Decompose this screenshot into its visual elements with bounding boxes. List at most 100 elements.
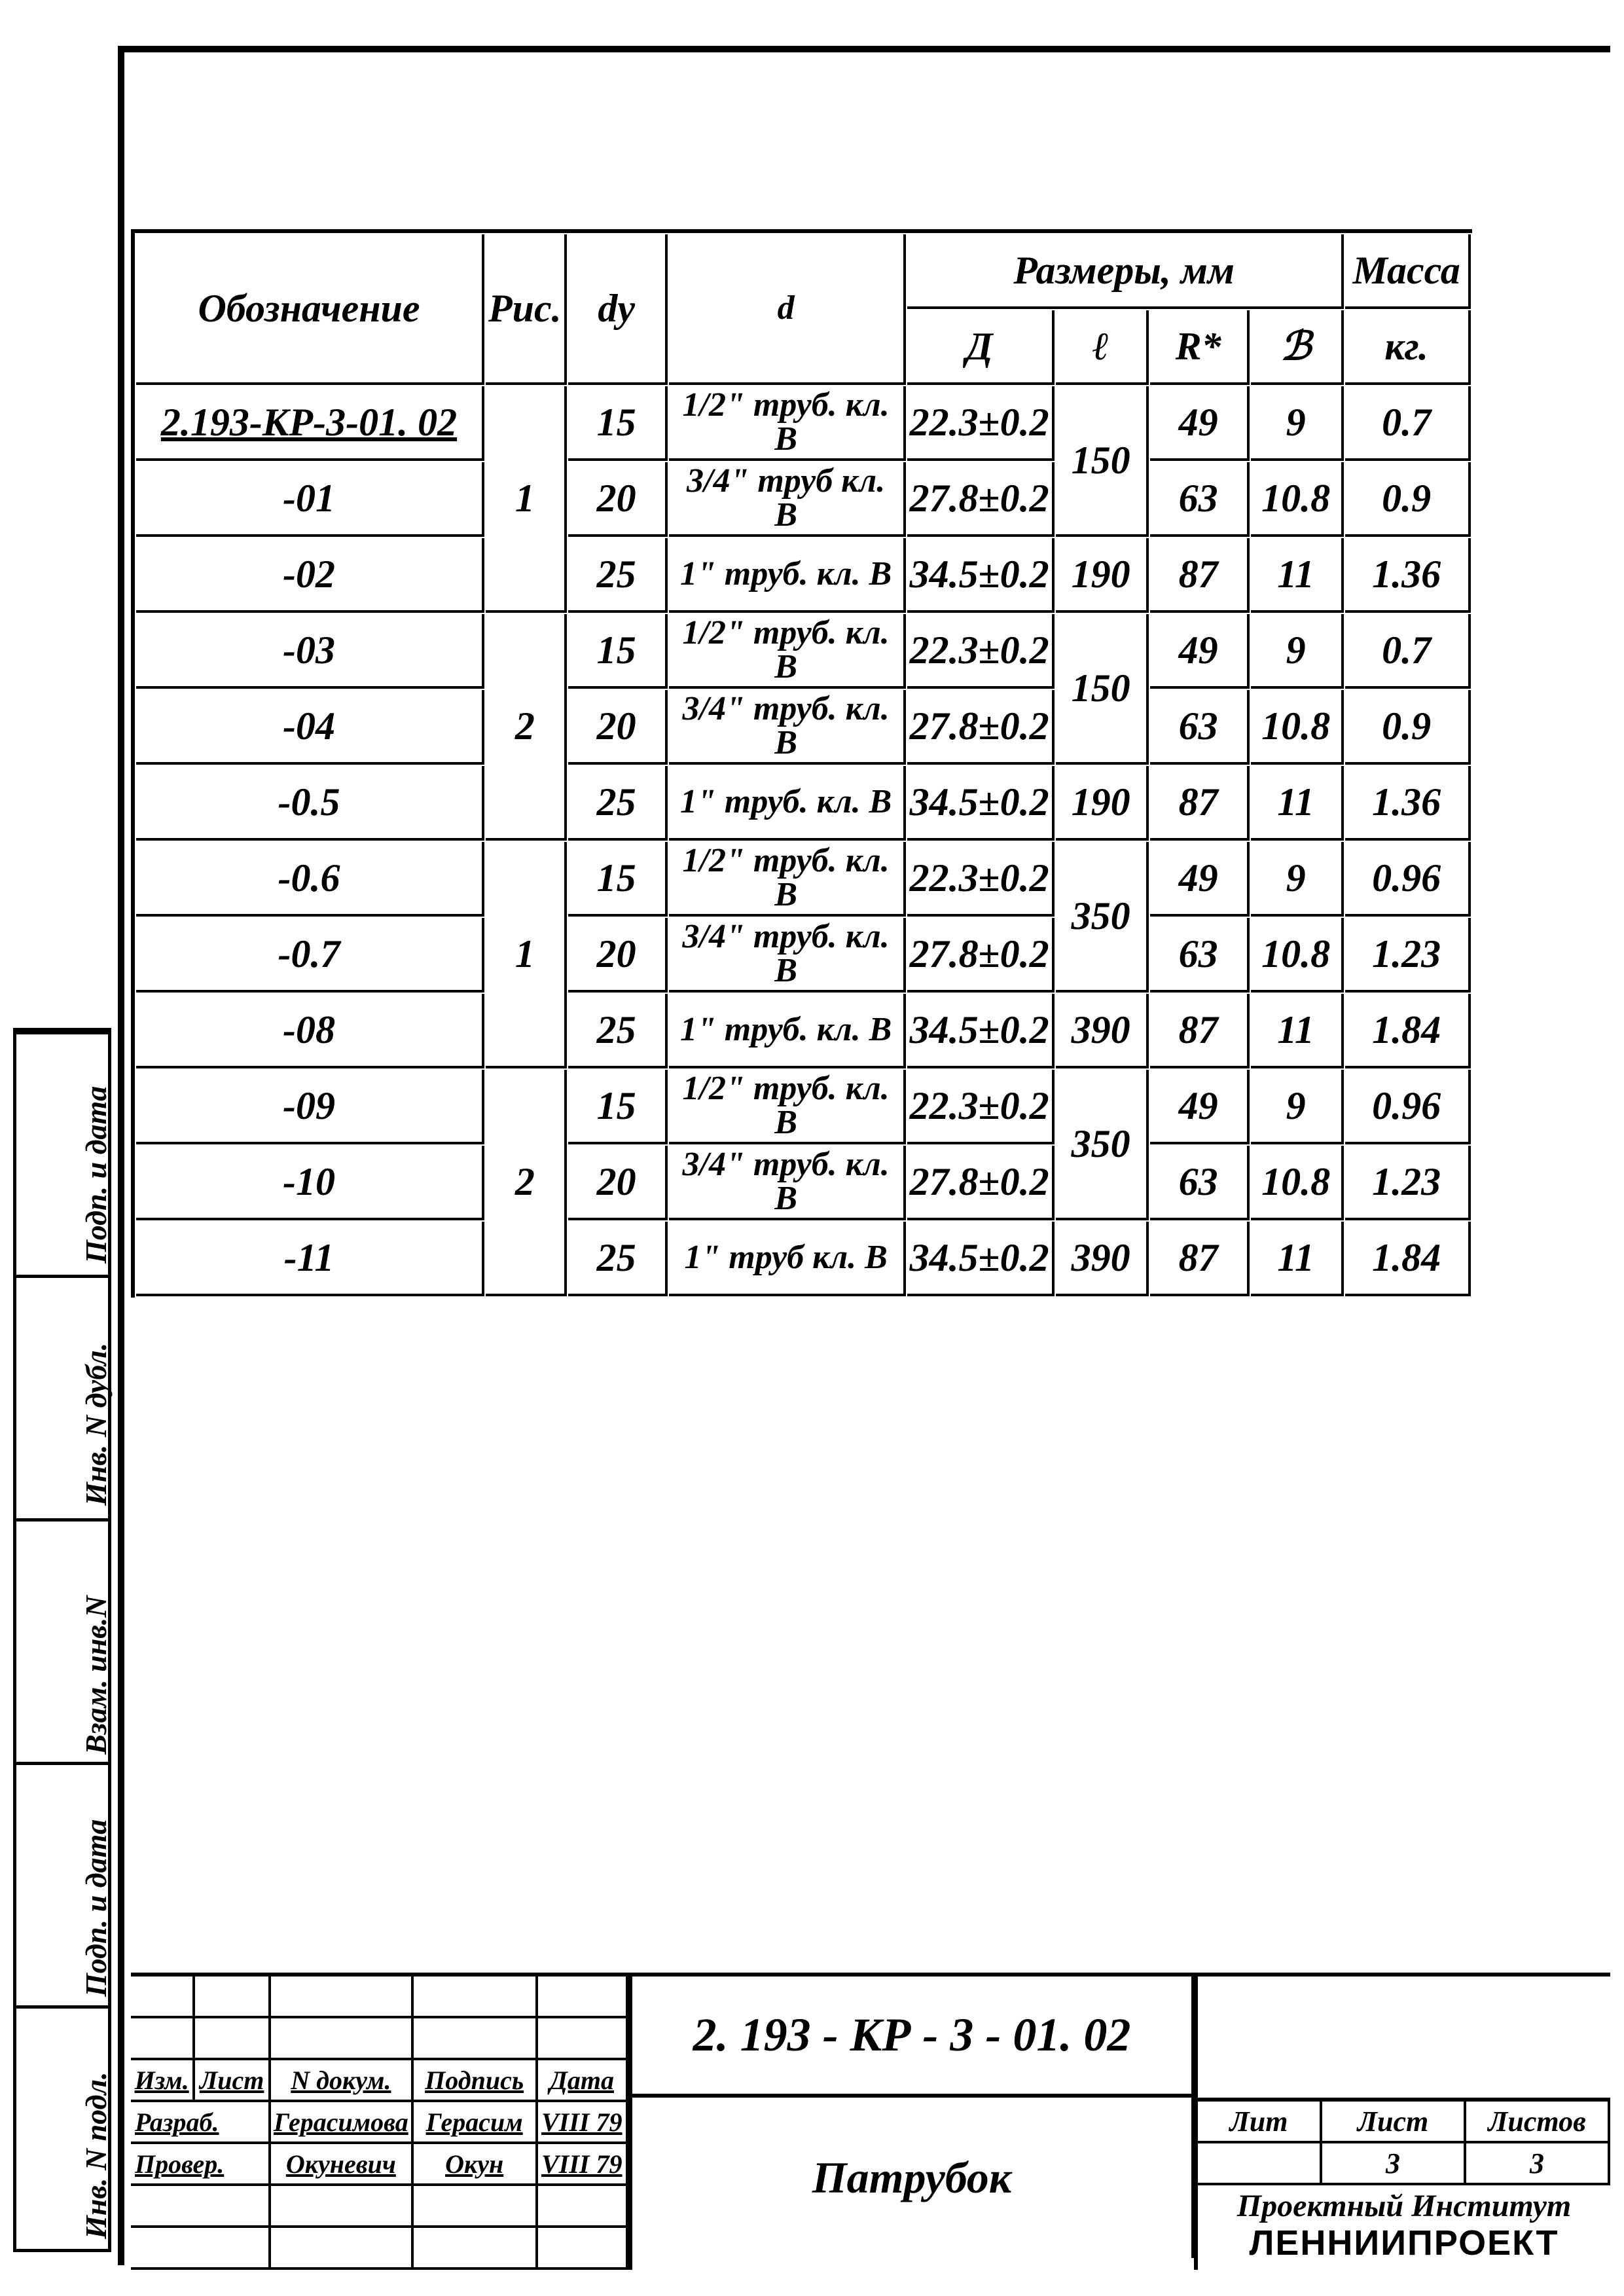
org-line2: ЛЕННИИПРОЕКТ — [1250, 2224, 1559, 2263]
table-cell: 190 — [1056, 538, 1149, 613]
table-cell: 22.3±0.2 — [907, 614, 1055, 689]
rev-name-1: Окуневич — [270, 2143, 412, 2185]
table-row: -02251" труб. кл. В34.5±0.219087111.36 — [136, 538, 1471, 613]
table-row: -08251" труб. кл. В34.5±0.239087111.84 — [136, 994, 1471, 1068]
table-cell: 11 — [1251, 766, 1344, 841]
table-cell: 3/4" труб. кл. В — [669, 1146, 906, 1220]
list-val: 3 — [1322, 2143, 1466, 2185]
table-row: -0.61151/2" труб. кл. В22.3±0.23504990.9… — [136, 842, 1471, 917]
table-cell: 63 — [1150, 918, 1250, 993]
table-row: -04203/4" труб. кл. В27.8±0.26310.80.9 — [136, 690, 1471, 765]
table-cell: 27.8±0.2 — [907, 918, 1055, 993]
table-cell: 0.96 — [1345, 842, 1471, 917]
table-cell: 1" труб. кл. В — [669, 994, 906, 1068]
table-cell: -0.5 — [136, 766, 484, 841]
table-cell: 0.7 — [1345, 614, 1471, 689]
table-cell: 34.5±0.2 — [907, 1222, 1055, 1296]
hdr-ris: Рис. — [486, 234, 567, 385]
table-row: -092151/2" труб. кл. В22.3±0.23504990.96 — [136, 1070, 1471, 1144]
table-cell: 11 — [1251, 1222, 1344, 1296]
table-cell: 15 — [568, 386, 668, 461]
table-row: -10203/4" труб. кл. В27.8±0.26310.81.23 — [136, 1146, 1471, 1220]
table-cell: 3/4" труб. кл. В — [669, 918, 906, 993]
table-cell: -0.7 — [136, 918, 484, 993]
table-cell: 10.8 — [1251, 1146, 1344, 1220]
table-cell: 150 — [1056, 614, 1149, 765]
table-cell: 9 — [1251, 1070, 1344, 1144]
rev-hdr-docn: N докум. — [270, 2059, 412, 2101]
rev-hdr-izm: Изм. — [131, 2059, 194, 2101]
hdr-D: Д — [907, 310, 1055, 385]
table-cell: 22.3±0.2 — [907, 1070, 1055, 1144]
rev-hdr-date: Дата — [537, 2059, 627, 2101]
side-label-1: Подп. и дата — [79, 1819, 113, 1997]
table-cell: 9 — [1251, 842, 1344, 917]
rev-sign-0: Герасим — [412, 2101, 537, 2143]
rev-date-1: VIII 79 — [537, 2143, 627, 2185]
table-cell: 27.8±0.2 — [907, 690, 1055, 765]
spec-table: Обозначение Рис. dу d Размеры, мм Масса … — [131, 229, 1472, 1298]
hdr-massa: Масса — [1345, 234, 1471, 309]
table-cell: -08 — [136, 994, 484, 1068]
org-line1: Проектный Институт — [1237, 2189, 1571, 2224]
table-cell: -09 — [136, 1070, 484, 1144]
table-cell: 9 — [1251, 614, 1344, 689]
hdr-l: ℓ — [1056, 310, 1149, 385]
table-cell: 63 — [1150, 462, 1250, 537]
table-cell: 1.23 — [1345, 918, 1471, 993]
table-cell: 11 — [1251, 994, 1344, 1068]
rev-role-1: Провер. — [131, 2143, 270, 2185]
rev-name-0: Герасимова — [270, 2101, 412, 2143]
table-row: 2.193-КР-3-01. 021151/2" труб. кл. В22.3… — [136, 386, 1471, 461]
hdr-R: R* — [1150, 310, 1250, 385]
table-cell: 1/2" труб. кл. В — [669, 614, 906, 689]
table-cell: 87 — [1150, 538, 1250, 613]
table-cell: -03 — [136, 614, 484, 689]
rev-role-0: Разраб. — [131, 2101, 270, 2143]
table-cell: 2.193-КР-3-01. 02 — [136, 386, 484, 461]
table-row: -01203/4" труб кл. В27.8±0.26310.80.9 — [136, 462, 1471, 537]
table-cell: 390 — [1056, 994, 1149, 1068]
title-block: Изм. Лист N докум. Подпись Дата Разраб. … — [131, 1973, 1610, 2270]
table-cell: 190 — [1056, 766, 1149, 841]
table-cell: -0.6 — [136, 842, 484, 917]
table-cell: 34.5±0.2 — [907, 994, 1055, 1068]
table-cell: 0.9 — [1345, 690, 1471, 765]
table-cell: 0.7 — [1345, 386, 1471, 461]
listov-val: 3 — [1466, 2143, 1610, 2185]
table-cell: 22.3±0.2 — [907, 386, 1055, 461]
doc-number: 2. 193 - КР - 3 - 01. 02 — [632, 1977, 1194, 2098]
listov-label: Листов — [1466, 2102, 1610, 2143]
table-cell: -11 — [136, 1222, 484, 1296]
table-cell: 25 — [568, 766, 668, 841]
hdr-b: ℬ — [1251, 310, 1344, 385]
table-cell: 49 — [1150, 614, 1250, 689]
table-row: -032151/2" труб. кл. В22.3±0.21504990.7 — [136, 614, 1471, 689]
rev-hdr-sign: Подпись — [412, 2059, 537, 2101]
table-cell: 15 — [568, 842, 668, 917]
table-cell: -01 — [136, 462, 484, 537]
table-cell: -10 — [136, 1146, 484, 1220]
table-cell: 11 — [1251, 538, 1344, 613]
table-cell: 34.5±0.2 — [907, 766, 1055, 841]
table-cell: 49 — [1150, 386, 1250, 461]
hdr-oboz: Обозначение — [136, 234, 484, 385]
table-cell: 49 — [1150, 842, 1250, 917]
doc-title: Патрубок — [632, 2098, 1194, 2258]
table-cell: 20 — [568, 918, 668, 993]
organization: Проектный Институт ЛЕННИИПРОЕКТ — [1198, 2185, 1610, 2267]
table-cell: 2 — [486, 1070, 567, 1296]
table-cell: 34.5±0.2 — [907, 538, 1055, 613]
table-cell: 1" труб. кл. В — [669, 766, 906, 841]
table-cell: 15 — [568, 614, 668, 689]
table-cell: 27.8±0.2 — [907, 462, 1055, 537]
table-cell: 20 — [568, 1146, 668, 1220]
table-cell: 1.36 — [1345, 766, 1471, 841]
table-cell: 0.96 — [1345, 1070, 1471, 1144]
table-cell: 9 — [1251, 386, 1344, 461]
hdr-massa-unit: кг. — [1345, 310, 1471, 385]
table-cell: 3/4" труб кл. В — [669, 462, 906, 537]
table-cell: 1.84 — [1345, 994, 1471, 1068]
table-cell: 25 — [568, 1222, 668, 1296]
table-cell: 1" труб кл. В — [669, 1222, 906, 1296]
